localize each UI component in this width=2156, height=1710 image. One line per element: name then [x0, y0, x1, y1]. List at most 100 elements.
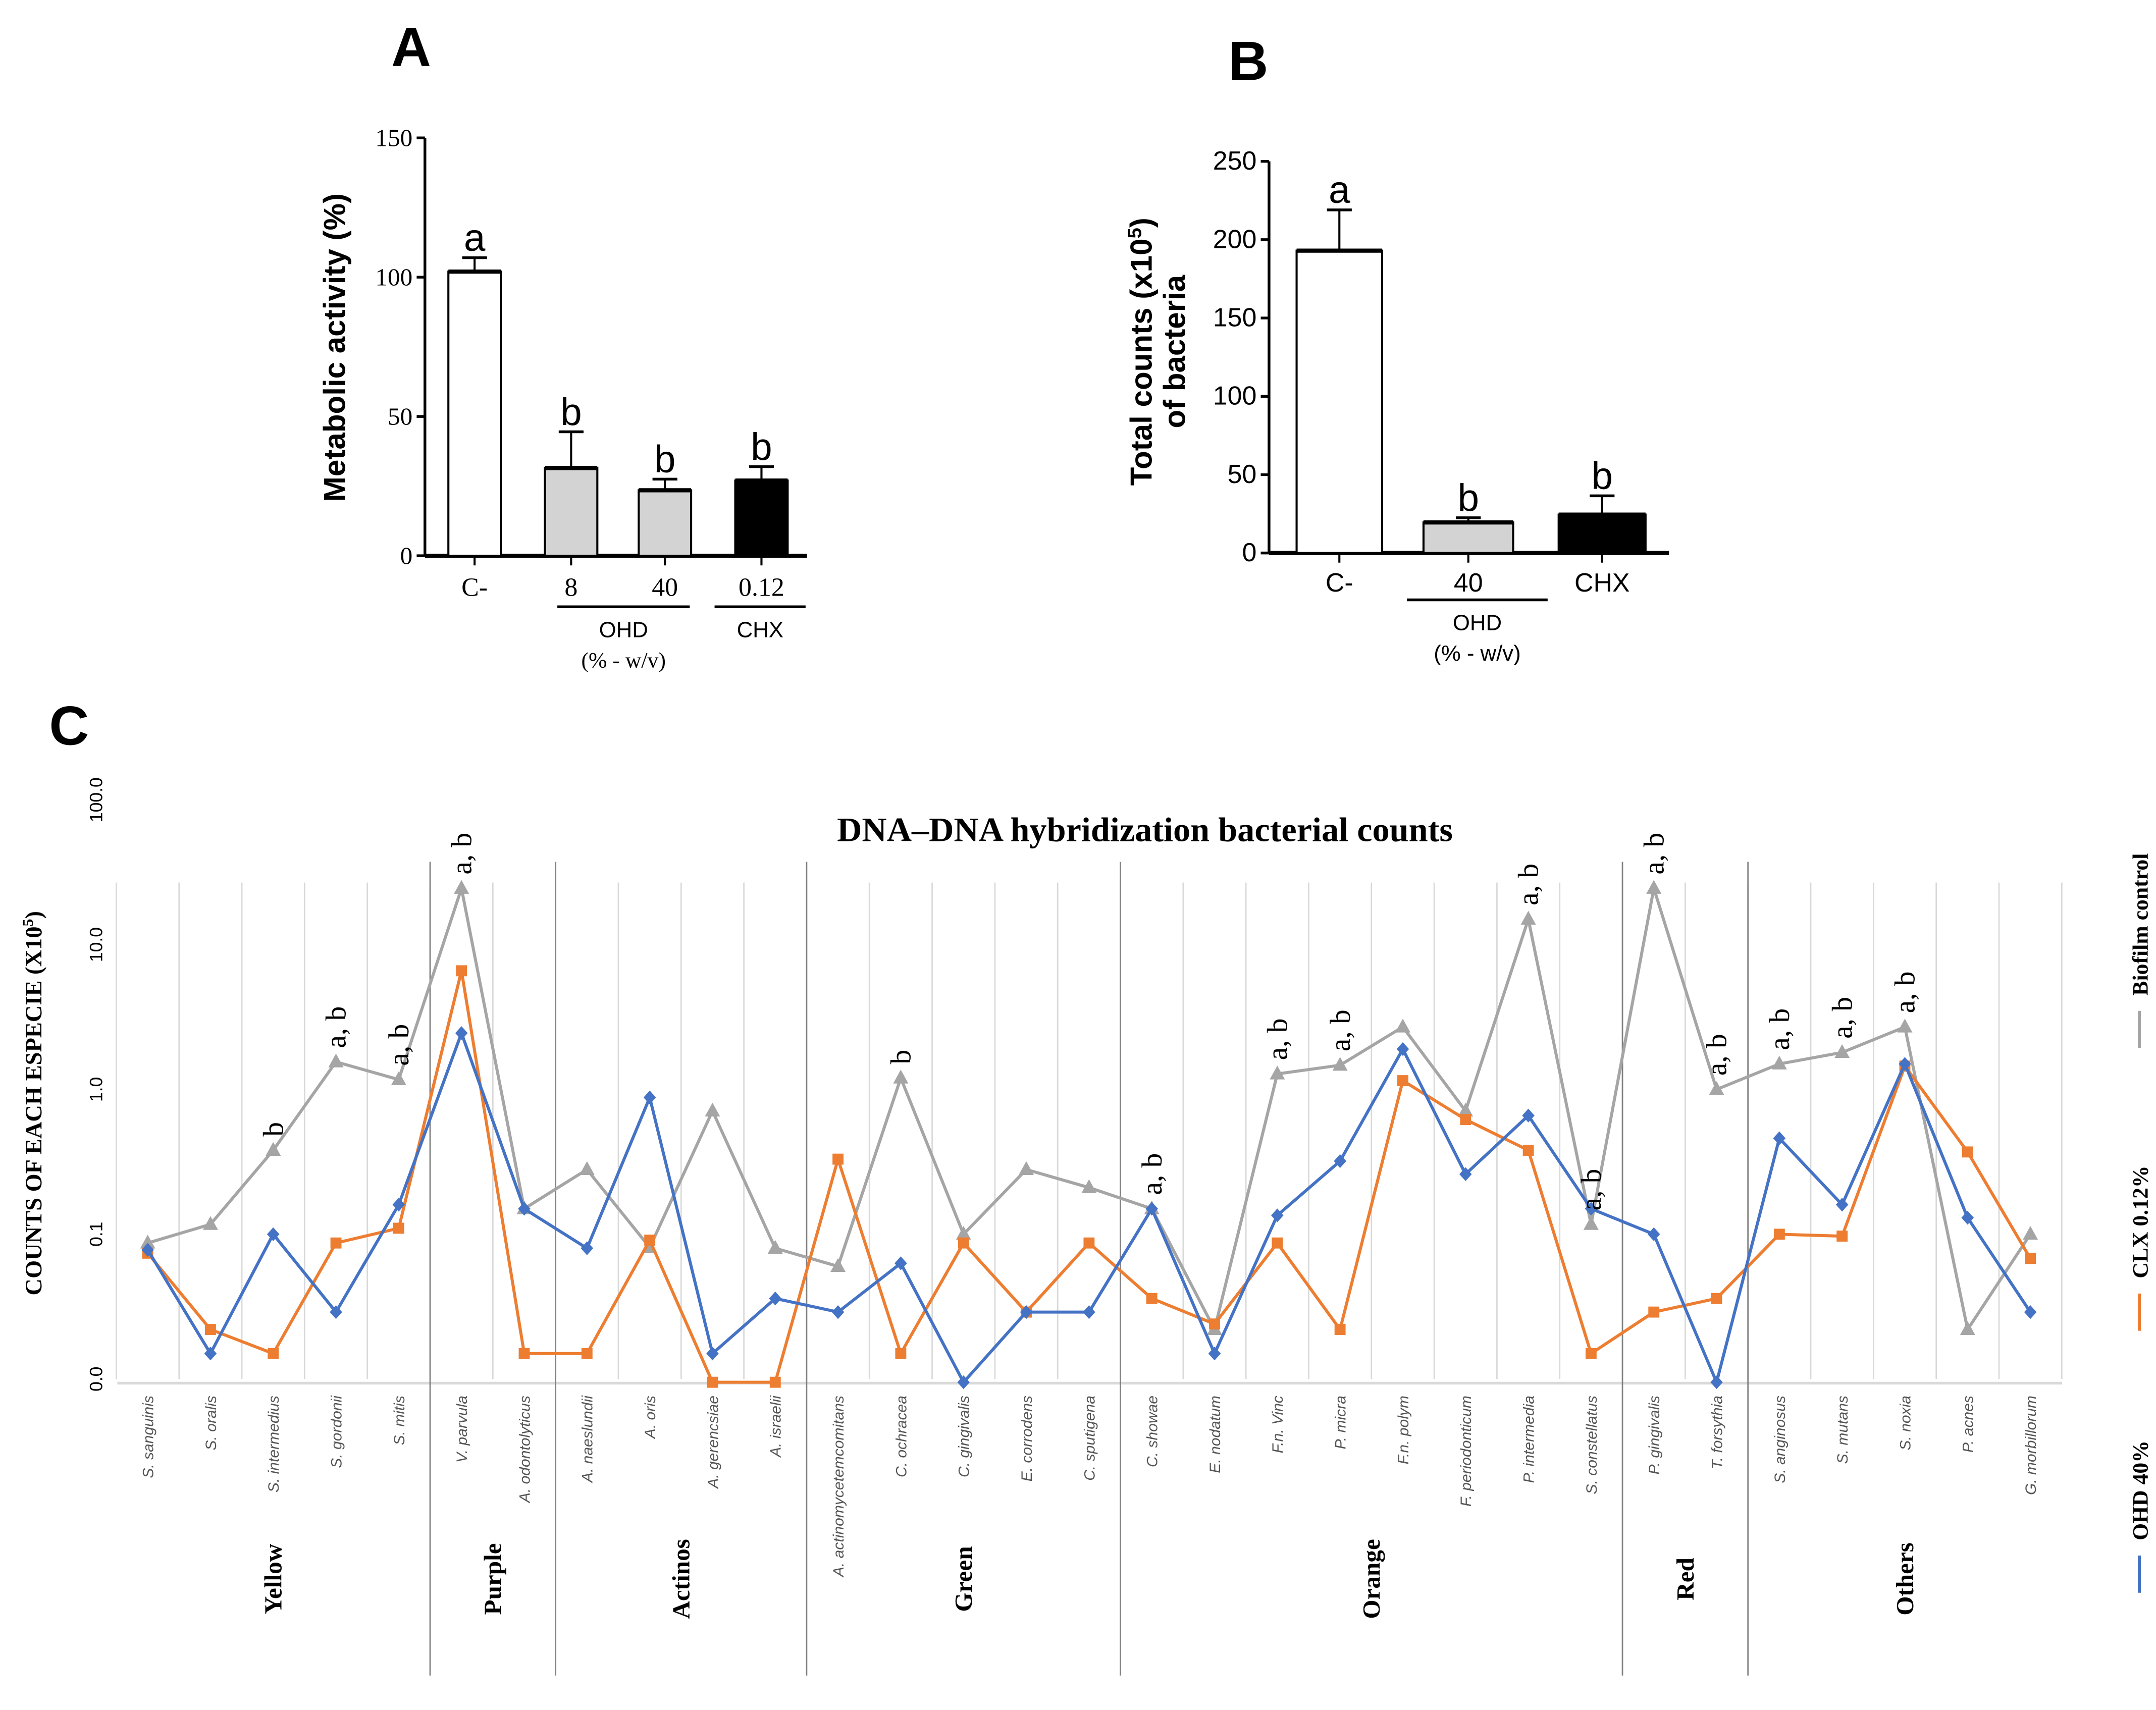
data-point-diamond: [769, 1292, 782, 1306]
bar: [638, 489, 693, 557]
data-point-square: [1209, 1318, 1220, 1330]
group-label: OHD: [599, 617, 648, 642]
y-axis-label: Metabolic activity (%): [318, 193, 351, 502]
significance-letter: b: [560, 391, 582, 434]
significance-annotation: a, b: [1889, 972, 1921, 1013]
data-point-square: [1272, 1237, 1283, 1249]
species-label: S. sanguinis: [140, 1396, 157, 1478]
data-point-square: [1711, 1293, 1722, 1304]
data-point-diamond: [1647, 1227, 1660, 1242]
data-point-square: [456, 965, 467, 977]
significance-annotation: a, b: [383, 1024, 415, 1066]
data-point-triangle: [1709, 1081, 1724, 1095]
complex-label: Red: [1671, 1558, 1699, 1600]
significance-annotation: a, b: [1764, 1008, 1796, 1050]
data-point-diamond: [831, 1305, 845, 1319]
data-point-square: [2025, 1253, 2036, 1264]
y-axis-label-tail: ): [21, 911, 47, 919]
data-point-diamond: [1145, 1202, 1158, 1216]
data-point-square: [268, 1348, 279, 1359]
x-tick-label: C-: [1326, 568, 1353, 598]
y-tick-label: 150: [1213, 303, 1257, 332]
species-label: C. sputigena: [1081, 1396, 1098, 1481]
group-label: OHD: [1453, 611, 1502, 635]
data-point-triangle: [1771, 1055, 1787, 1070]
data-point-triangle: [1897, 1019, 1913, 1033]
data-point-triangle: [1646, 880, 1662, 894]
y-axis-label: Total counts (x105): [1124, 218, 1159, 486]
data-point-square: [769, 1376, 781, 1388]
x-tick-label: 0.12: [739, 573, 784, 602]
data-point-square: [1460, 1114, 1471, 1125]
species-label: E. corrodens: [1019, 1396, 1035, 1481]
data-point-square: [895, 1348, 907, 1359]
species-label: G. morbillorum: [2023, 1396, 2039, 1495]
species-label: P. acnes: [1960, 1396, 1977, 1453]
species-label: S. intermedius: [266, 1396, 282, 1492]
species-label: S. mitis: [391, 1396, 408, 1446]
complex-label: Actinos: [667, 1539, 695, 1619]
y-axis-label-line2: of bacteria: [1158, 275, 1191, 428]
y-axis-label: COUNTS OF EACH ESPECIE (X105): [19, 911, 47, 1296]
legend-label: OHD 40%: [2128, 1440, 2152, 1540]
y-tick-label: 100: [375, 263, 412, 291]
data-point-diamond: [1396, 1042, 1409, 1056]
data-point-square: [644, 1235, 656, 1246]
significance-annotation: b: [885, 1050, 917, 1064]
y-axis-label-tail: ): [1125, 218, 1159, 228]
data-point-square: [958, 1237, 969, 1249]
data-point-triangle: [1583, 1216, 1599, 1230]
y-tick-label: 10.0: [86, 927, 106, 962]
data-point-diamond: [1020, 1305, 1033, 1319]
data-point-diamond: [895, 1256, 907, 1270]
data-point-triangle: [391, 1071, 406, 1085]
y-tick-label: 100: [1213, 382, 1257, 411]
bar: [734, 479, 789, 557]
data-point-triangle: [1520, 911, 1536, 925]
significance-annotation: a, b: [1638, 833, 1670, 875]
data-point-square: [330, 1237, 342, 1249]
data-point-triangle: [1834, 1044, 1850, 1058]
x-tick-label: CHX: [1574, 568, 1630, 598]
significance-annotation: a, b: [1261, 1019, 1293, 1060]
significance-letter: b: [1457, 476, 1479, 519]
data-point-square: [204, 1324, 216, 1335]
data-point-square: [832, 1153, 844, 1165]
significance-annotation: a, b: [1701, 1034, 1733, 1076]
significance-annotation: a, b: [1136, 1153, 1168, 1195]
data-point-triangle: [893, 1070, 909, 1084]
significance-annotation: a, b: [321, 1006, 352, 1048]
data-point-triangle: [202, 1216, 218, 1230]
significance-annotation: a, b: [446, 833, 478, 875]
y-tick-label: 0.1: [86, 1222, 106, 1247]
species-label: C. ochracea: [893, 1396, 910, 1477]
species-label: A. naeslundii: [580, 1395, 596, 1483]
chart-title: DNA–DNA hybridization bacterial counts: [837, 811, 1453, 849]
species-label: F. periodonticum: [1458, 1396, 1475, 1507]
panel-label-b: B: [1228, 30, 1268, 92]
data-point-diamond: [1083, 1305, 1095, 1319]
species-label: P. gingivalis: [1646, 1396, 1663, 1474]
data-point-square: [1083, 1237, 1095, 1249]
data-point-square: [1146, 1293, 1158, 1304]
y-axis-label-superscript: 5: [19, 919, 36, 926]
data-point-square: [518, 1348, 530, 1359]
data-point-triangle: [956, 1225, 971, 1240]
species-label: V. parvula: [454, 1396, 470, 1463]
bar: [1422, 521, 1514, 554]
species-label: F.n. Vinc: [1270, 1396, 1286, 1453]
panel-b-bar-chart: 0 50 100 150 200 250 a C-b 40 b CHX OHD (% - w/v) Tot…: [1124, 146, 1669, 666]
complex-label: Orange: [1357, 1539, 1385, 1619]
data-point-triangle: [767, 1240, 783, 1254]
data-point-triangle: [705, 1102, 720, 1117]
data-point-square: [1585, 1348, 1597, 1359]
y-tick-label: 250: [1213, 146, 1257, 176]
significance-annotation: a, b: [1513, 864, 1545, 905]
data-point-triangle: [454, 880, 469, 894]
data-point-triangle: [328, 1053, 344, 1067]
data-point-diamond: [581, 1241, 594, 1255]
species-label: C. gingivalis: [956, 1396, 973, 1477]
complex-label: Green: [950, 1546, 977, 1612]
significance-letter: b: [654, 438, 676, 481]
